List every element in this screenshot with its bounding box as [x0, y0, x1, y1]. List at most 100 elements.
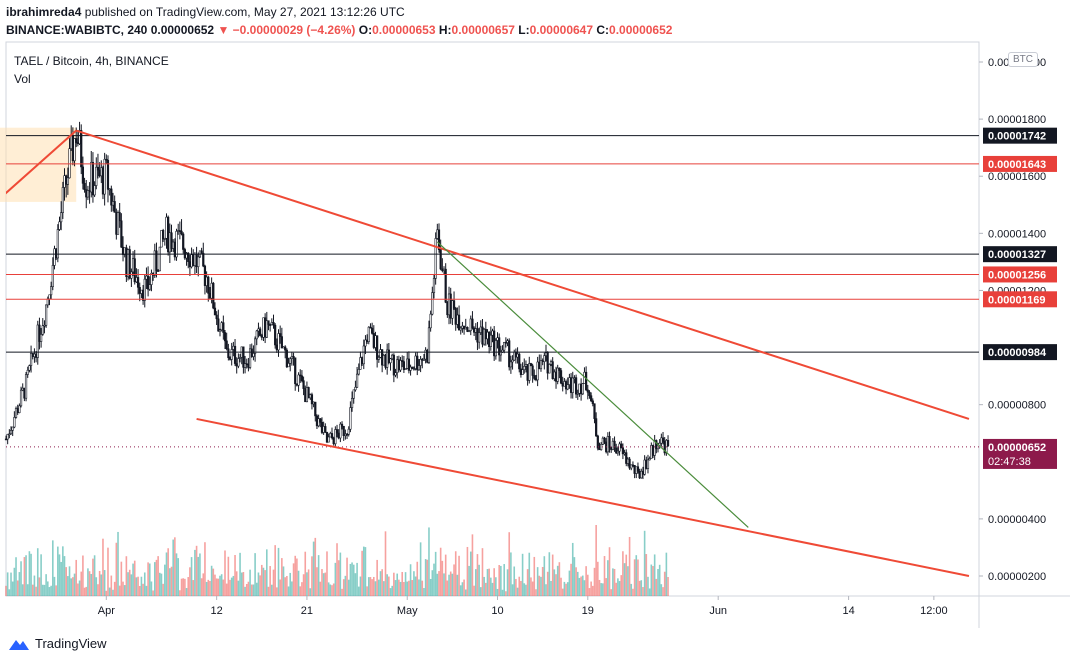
candle-body	[362, 345, 365, 365]
volume-bar	[446, 580, 449, 596]
candle-body	[90, 162, 93, 193]
close-value: 0.00000652	[609, 23, 673, 37]
volume-bar	[344, 575, 347, 596]
volume-bar	[331, 585, 333, 596]
candle-body	[626, 458, 630, 464]
candle-body	[96, 166, 100, 171]
volume-bar	[205, 581, 208, 596]
currency-badge[interactable]: BTC	[1008, 52, 1038, 67]
volume-bar	[185, 588, 188, 596]
volume-bar	[628, 536, 631, 596]
candle-body	[143, 278, 146, 301]
candle-body	[484, 328, 487, 340]
volume-bar	[548, 552, 551, 596]
volume-bar	[78, 580, 81, 596]
candle-body	[108, 188, 111, 191]
volume-bar	[321, 569, 323, 596]
candle-body	[549, 361, 553, 365]
candle-body	[300, 375, 304, 382]
x-tick-label: 12:00	[920, 605, 948, 617]
tradingview-footer[interactable]: TradingView	[8, 636, 107, 651]
candle-body	[150, 272, 153, 285]
candle-body	[58, 221, 61, 230]
candle-body	[364, 339, 367, 347]
candle-body	[483, 328, 486, 345]
volume-bar	[209, 580, 211, 596]
volume-bar	[194, 549, 196, 596]
close-label: C:	[596, 23, 610, 37]
volume-bar	[418, 579, 420, 596]
volume-bar	[571, 542, 574, 596]
candle-body	[561, 382, 564, 387]
candle-body	[155, 250, 158, 271]
volume-bar	[576, 571, 579, 596]
candle-body	[424, 349, 427, 360]
volume-bar	[296, 558, 298, 596]
volume-bar	[518, 576, 521, 596]
candle-body	[83, 183, 86, 191]
candle-body	[434, 238, 437, 279]
volume-bar	[153, 562, 156, 596]
volume-bar	[132, 563, 134, 596]
candle-body	[29, 353, 33, 366]
candle-body	[255, 330, 258, 340]
volume-bar	[307, 569, 310, 596]
candle-body	[573, 377, 576, 379]
chart-legend-title[interactable]: TAEL / Bitcoin, 4h, BINANCE	[14, 54, 169, 68]
y-tick-label: 0.00001600	[988, 171, 1046, 183]
candle-body	[556, 367, 559, 382]
level-price-label: 0.00001742	[988, 131, 1046, 143]
volume-bar	[98, 570, 101, 596]
volume-bar	[150, 581, 153, 596]
candle-body	[158, 246, 161, 272]
volume-bar	[147, 562, 149, 596]
volume-bar	[128, 569, 131, 596]
volume-bar	[167, 548, 169, 596]
candle-body	[297, 374, 300, 386]
volume-bar	[632, 588, 634, 596]
candle-body	[416, 355, 419, 371]
volume-bar	[199, 553, 201, 596]
candle-body	[202, 252, 205, 267]
candle-body	[372, 333, 375, 348]
volume-bar	[485, 582, 487, 596]
volume-bar	[428, 527, 430, 596]
volume-bar	[266, 549, 268, 596]
candle-body	[636, 466, 640, 472]
volume-bar	[496, 588, 499, 596]
candle-body	[287, 363, 290, 368]
candle-body	[289, 358, 292, 364]
candle-body	[611, 440, 614, 450]
volume-bar	[63, 556, 66, 596]
candle-body	[625, 452, 628, 464]
candle-body	[309, 394, 312, 399]
candle-body	[441, 268, 444, 271]
volume-bar	[329, 584, 332, 596]
volume-bar	[80, 571, 83, 596]
publish-date: published on TradingView.com, May 27, 20…	[81, 5, 405, 19]
volume-bar	[419, 542, 422, 596]
candle-body	[237, 358, 240, 367]
volume-bar	[456, 574, 459, 596]
volume-legend[interactable]: Vol	[14, 72, 31, 86]
candle-body	[188, 261, 192, 268]
candle-body	[546, 352, 549, 374]
volume-bar	[306, 572, 308, 596]
volume-bar	[600, 583, 602, 596]
volume-bar	[506, 569, 509, 596]
candle-body	[115, 212, 118, 235]
volume-bar	[660, 584, 663, 596]
volume-bar	[222, 579, 225, 596]
candle-body	[633, 465, 636, 474]
volume-bar	[623, 563, 626, 596]
volume-bar	[170, 566, 173, 596]
volume-bar	[36, 548, 39, 596]
volume-bar	[232, 575, 235, 596]
candle-body	[519, 368, 523, 375]
publisher-name[interactable]: ibrahimreda4	[6, 5, 82, 19]
volume-bar	[488, 568, 490, 596]
candle-body	[162, 230, 165, 240]
volume-bar	[77, 583, 79, 596]
candle-body	[521, 369, 524, 375]
